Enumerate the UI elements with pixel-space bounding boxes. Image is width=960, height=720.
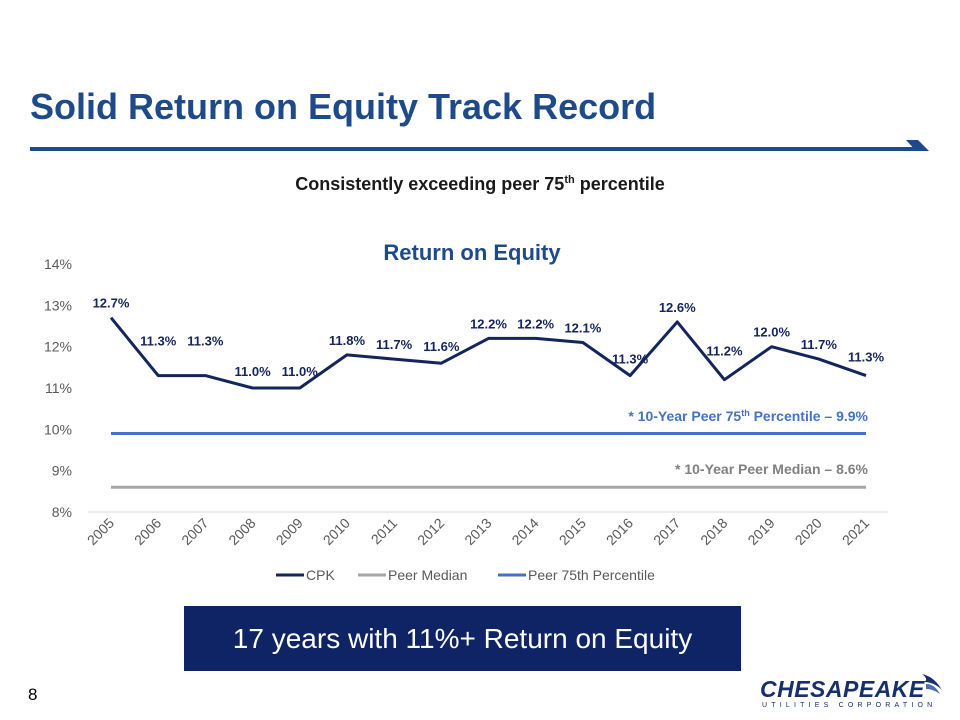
y-axis: 8% 9% 10% 11% 12% 13% 14% — [44, 256, 72, 520]
cpk-data-label: 12.6% — [659, 300, 696, 315]
logo-subtext: UTILITIES CORPORATION — [762, 702, 937, 709]
legend-label-peer-75th: Peer 75th Percentile — [528, 567, 655, 583]
chart-title: Return on Equity — [383, 240, 561, 265]
x-tick-label: 2014 — [508, 515, 541, 548]
x-tick-label: 2013 — [461, 515, 494, 548]
cpk-data-label: 11.0% — [234, 364, 271, 379]
x-tick-label: 2016 — [603, 515, 636, 548]
cpk-data-label: 11.6% — [423, 339, 460, 354]
company-logo: CHESAPEAKE UTILITIES CORPORATION — [752, 672, 952, 716]
series-group — [109, 316, 867, 489]
cpk-data-label: 12.7% — [93, 296, 130, 311]
x-tick-label: 2009 — [273, 515, 306, 548]
cpk-data-label: 11.7% — [376, 337, 413, 352]
peer-median-annotation: * 10-Year Peer Median – 8.6% — [675, 461, 869, 477]
cpk-data-label: 11.3% — [140, 334, 177, 349]
x-axis: 2005 2006 2007 2008 2009 2010 2011 2012 2013 2014… — [84, 515, 872, 548]
y-tick-label: 14% — [44, 256, 72, 272]
x-tick-label: 2017 — [650, 515, 683, 548]
y-tick-label: 12% — [44, 339, 72, 355]
data-labels: 12.7% 11.3% 11.3% 11.0% 11.0% 11.8% 11.7% 11.6%… — [93, 296, 885, 379]
x-tick-label: 2011 — [368, 515, 401, 548]
cpk-data-label: 11.2% — [706, 344, 743, 359]
callout-banner: 17 years with 11%+ Return on Equity — [184, 606, 741, 671]
cpk-data-label: 12.0% — [753, 325, 790, 340]
cpk-data-label: 11.0% — [282, 364, 319, 379]
legend-label-peer-median: Peer Median — [388, 567, 467, 583]
legend-label-cpk: CPK — [306, 567, 335, 583]
cpk-data-label: 12.1% — [564, 321, 601, 336]
x-tick-label: 2008 — [225, 515, 258, 548]
slide-subtitle: Consistently exceeding peer 75th percent… — [295, 174, 665, 194]
x-tick-label: 2010 — [320, 515, 353, 548]
y-tick-label: 13% — [44, 297, 72, 313]
roe-line-chart: Return on Equity 8% 9% 10% 11% 12% 13% 14% 200… — [44, 240, 888, 583]
x-tick-label: 2019 — [744, 515, 777, 548]
bird-icon — [922, 674, 942, 694]
cpk-data-label: 11.3% — [848, 350, 885, 365]
cpk-data-label: 11.3% — [187, 334, 224, 349]
x-tick-label: 2006 — [131, 515, 164, 548]
y-tick-label: 8% — [52, 504, 72, 520]
cpk-data-label: 11.7% — [801, 337, 838, 352]
x-tick-label: 2018 — [697, 515, 730, 548]
cpk-data-label: 11.3% — [612, 352, 649, 367]
y-tick-label: 10% — [44, 421, 72, 437]
logo-wordmark: CHESAPEAKE — [760, 676, 925, 702]
cpk-data-label: 12.2% — [470, 316, 507, 331]
peer-75th-annotation: * 10-Year Peer 75th Percentile – 9.9% — [628, 408, 868, 424]
x-tick-label: 2012 — [414, 515, 447, 548]
x-tick-label: 2015 — [556, 515, 589, 548]
cpk-data-label: 12.2% — [517, 316, 554, 331]
page-number: 8 — [28, 685, 38, 704]
legend: CPK Peer Median Peer 75th Percentile — [276, 567, 655, 583]
slide-title: Solid Return on Equity Track Record — [30, 86, 657, 127]
y-tick-label: 9% — [52, 463, 72, 479]
title-divider — [30, 140, 929, 151]
y-tick-label: 11% — [45, 380, 72, 396]
x-tick-label: 2021 — [839, 515, 872, 548]
x-tick-label: 2007 — [178, 515, 211, 548]
x-tick-label: 2020 — [792, 515, 825, 548]
x-tick-label: 2005 — [84, 515, 117, 548]
cpk-data-label: 11.8% — [329, 333, 366, 348]
